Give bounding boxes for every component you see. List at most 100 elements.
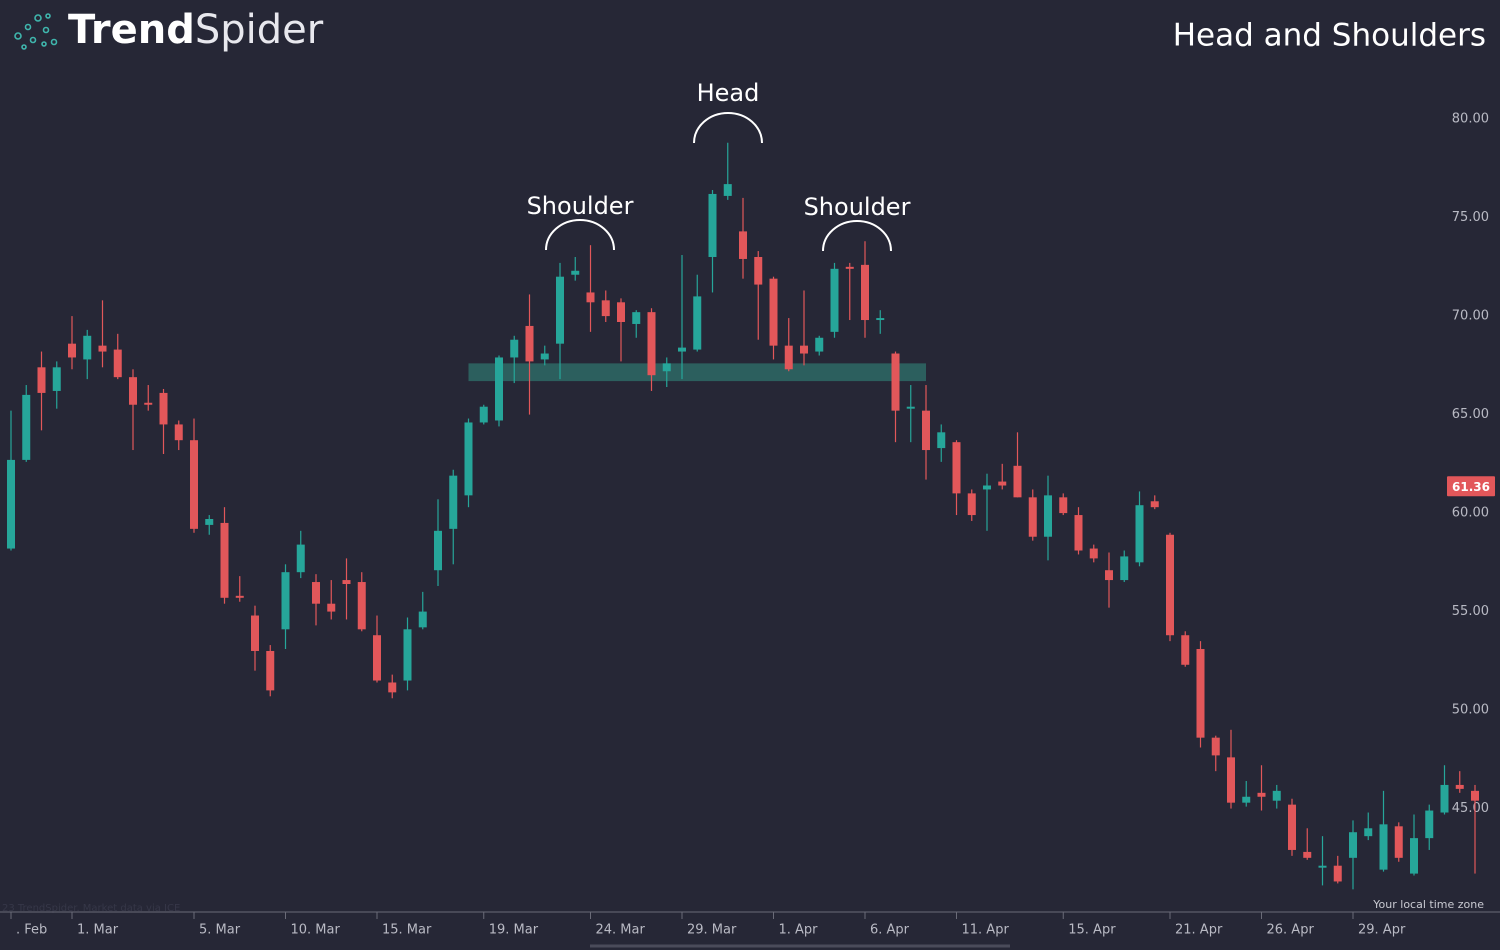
last-price-label: 61.36 [1452, 480, 1490, 494]
candle-body [540, 353, 549, 360]
footnote: Your local time zone [1372, 898, 1484, 911]
candle-body [876, 318, 885, 321]
x-tick-label: 11. Apr [962, 923, 1010, 938]
candle-body [723, 184, 732, 196]
candle-body [1166, 534, 1174, 636]
candle-body [845, 266, 854, 269]
candle-body [1105, 570, 1113, 581]
x-tick-label: 10. Mar [291, 923, 341, 938]
candle-body [937, 432, 946, 449]
x-tick-label: 26. Apr [1267, 923, 1315, 938]
candle-body [22, 394, 31, 460]
x-tick-label: 1. Apr [779, 923, 819, 938]
annotation-arc [693, 112, 763, 144]
candle-body [1394, 826, 1403, 858]
candle-body [1303, 851, 1312, 858]
candle-body [906, 406, 915, 409]
candle-body [693, 296, 702, 350]
candle-body [449, 475, 458, 529]
candle-body [190, 440, 198, 529]
candle-body [144, 402, 153, 405]
annotation-arc [822, 220, 892, 252]
candle-body [1074, 515, 1083, 551]
logo-bold: Trend [68, 7, 195, 53]
candle-body [1242, 796, 1251, 803]
neckline-zone [468, 363, 926, 382]
candle-body [205, 518, 214, 525]
candle-body [556, 276, 564, 344]
candle-body [998, 481, 1007, 486]
candle-body [815, 337, 824, 352]
candle-body [586, 292, 595, 303]
y-tick-label: 50.00 [1452, 703, 1489, 718]
candle-body [983, 485, 991, 490]
candle-body [754, 256, 763, 285]
candle-body [830, 268, 839, 332]
candle-body [1425, 810, 1434, 839]
candle-body [1410, 838, 1418, 874]
annotation-label: Shoulder [804, 193, 911, 221]
candle-body [1181, 635, 1190, 665]
y-tick-label: 65.00 [1452, 407, 1489, 422]
candle-body [922, 410, 930, 451]
candle-body [601, 300, 610, 317]
candle-body [1333, 865, 1342, 882]
candle-body [1196, 649, 1205, 738]
candle-body [1089, 548, 1098, 559]
candle-body [617, 302, 625, 323]
x-tick-label: 5. Mar [199, 923, 241, 938]
annotation-label: Head [697, 79, 760, 107]
candle-body [739, 231, 747, 259]
candle-body [7, 459, 15, 549]
candle-body [357, 582, 366, 630]
candle-body [296, 544, 305, 573]
candle-body [891, 353, 900, 411]
candle-body [1028, 497, 1037, 537]
y-tick-label: 80.00 [1452, 112, 1489, 127]
candle-body [159, 392, 168, 425]
candle-body [495, 357, 503, 421]
candle-body [662, 363, 671, 372]
candle-body [678, 347, 686, 352]
candle-body [1120, 556, 1129, 581]
x-tick-label: 19. Mar [489, 923, 539, 938]
candle-body [510, 339, 519, 358]
candle-body [1044, 495, 1052, 537]
x-tick-label: 6. Apr [870, 923, 910, 938]
candle-body [1059, 497, 1068, 514]
y-tick-label: 70.00 [1452, 309, 1489, 324]
candle-body [129, 377, 137, 405]
x-tick-label: 21. Apr [1175, 923, 1223, 938]
x-tick-label: 29. Mar [687, 923, 737, 938]
candle-body [281, 572, 290, 630]
candle-body [1211, 737, 1220, 756]
candle-body [1272, 790, 1281, 801]
candle-body [52, 367, 61, 391]
candle-body [83, 335, 92, 360]
logo-icon [14, 13, 58, 50]
y-tick-label: 45.00 [1452, 801, 1489, 816]
chart-title: Head and Shoulders [1173, 18, 1486, 54]
annotation-arc [545, 219, 615, 251]
candle-body [1013, 465, 1022, 498]
x-tick-label: 24. Mar [596, 923, 646, 938]
watermark: 23 TrendSpider. Market data via ICE [2, 903, 180, 914]
candle-body [1471, 790, 1479, 801]
candle-body [1318, 865, 1327, 868]
candle-body [266, 650, 275, 691]
candle-body [251, 615, 259, 651]
candle-body [708, 193, 717, 257]
candle-body [1227, 757, 1235, 803]
logo-text: TrendSpider [68, 7, 324, 53]
candle-body [525, 325, 534, 362]
x-tick-label: . Feb [16, 923, 47, 938]
candle-body [1364, 828, 1373, 837]
candle-body [37, 367, 46, 393]
y-tick-label: 75.00 [1452, 210, 1489, 225]
y-tick-label: 60.00 [1452, 506, 1489, 521]
candle-body [632, 312, 641, 324]
x-tick-label: 15. Apr [1068, 923, 1116, 938]
